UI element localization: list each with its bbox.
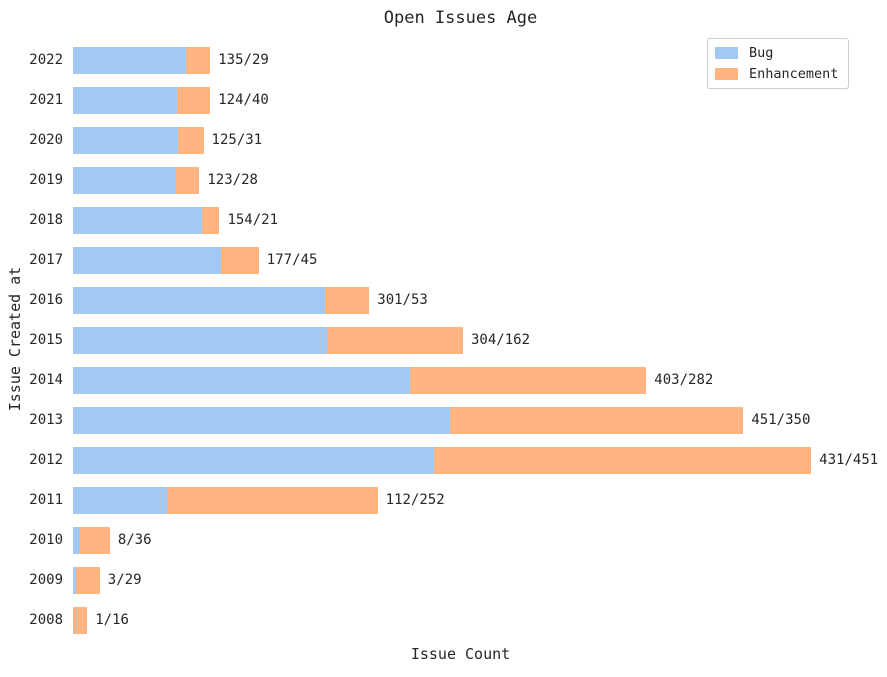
bar-value-label: 451/350 <box>751 412 811 428</box>
enhancement-bar-segment <box>450 406 744 434</box>
y-tick-label: 2022 <box>29 52 63 68</box>
bar-value-label: 154/21 <box>227 212 279 228</box>
bar-value-label: 177/45 <box>266 252 318 268</box>
bug-bar-segment <box>73 86 177 114</box>
chart-title: Open Issues Age <box>383 8 538 28</box>
bar-value-label: 403/282 <box>654 372 714 388</box>
bug-bar-segment <box>73 46 186 74</box>
y-tick-label: 2017 <box>29 252 63 268</box>
bug-bar-segment <box>73 606 74 634</box>
y-tick-label: 2012 <box>29 452 63 468</box>
y-tick-label: 2011 <box>29 492 63 508</box>
bug-bar-segment <box>73 326 328 354</box>
bar-value-label: 123/28 <box>207 172 258 188</box>
enhancement-bar-segment <box>324 286 370 314</box>
enhancement-bar-segment <box>176 86 211 114</box>
enhancement-bar-segment <box>79 526 110 554</box>
stacked-bar <box>73 126 204 154</box>
y-tick-label: 2008 <box>29 612 63 628</box>
enhancement-bar-segment <box>201 206 220 234</box>
stacked-bar <box>73 366 647 394</box>
bar-value-label: 8/36 <box>117 532 152 548</box>
x-axis-label: Issue Count <box>410 645 511 663</box>
bar-value-label: 3/29 <box>107 572 142 588</box>
bar-value-label: 304/162 <box>471 332 531 348</box>
bug-bar-segment <box>73 206 202 234</box>
legend-label-bug: Bug <box>749 45 774 61</box>
y-tick-label: 2020 <box>29 132 63 148</box>
bug-bar-segment <box>73 366 411 394</box>
stacked-bar <box>73 526 110 554</box>
y-tick-label: 2021 <box>29 92 63 108</box>
bar-value-label: 135/29 <box>218 52 269 68</box>
stacked-bar <box>73 166 200 194</box>
enhancement-bar-segment <box>166 486 378 514</box>
legend-label-enhancement: Enhancement <box>749 66 839 82</box>
bug-bar-segment <box>73 566 76 594</box>
bug-bar-segment <box>73 126 178 154</box>
bug-bar-segment <box>73 166 176 194</box>
legend-item-bug: Bug <box>715 45 838 61</box>
legend-item-enhancement: Enhancement <box>715 66 838 82</box>
stacked-bar <box>73 326 463 354</box>
bug-bar-segment <box>73 246 222 274</box>
bug-bar-segment <box>73 486 167 514</box>
bug-bar-segment <box>73 446 434 474</box>
y-tick-label: 2019 <box>29 172 63 188</box>
enhancement-bar-segment <box>177 126 204 154</box>
y-tick-label: 2018 <box>29 212 63 228</box>
stacked-bar <box>73 246 259 274</box>
bug-bar-segment <box>73 526 80 554</box>
bar-value-label: 431/451 <box>819 452 879 468</box>
y-tick-label: 2010 <box>29 532 63 548</box>
stacked-bar <box>73 46 211 74</box>
stacked-bar <box>73 486 378 514</box>
bar-value-label: 112/252 <box>385 492 445 508</box>
stacked-bar <box>73 606 88 634</box>
enhancement-bar-segment <box>73 606 88 634</box>
y-tick-label: 2014 <box>29 372 63 388</box>
bug-bar-segment <box>73 406 451 434</box>
stacked-bar <box>73 566 100 594</box>
stacked-bar <box>73 406 744 434</box>
enhancement-bar-segment <box>185 46 211 74</box>
legend: Bug Enhancement <box>707 38 850 89</box>
enhancement-swatch-icon <box>715 68 738 80</box>
bar-value-label: 125/31 <box>211 132 263 148</box>
bar-value-label: 1/16 <box>95 612 129 628</box>
stacked-bar <box>73 206 220 234</box>
bar-value-label: 124/40 <box>218 92 269 108</box>
y-tick-label: 2015 <box>29 332 63 348</box>
enhancement-bar-segment <box>221 246 259 274</box>
enhancement-bar-segment <box>410 366 647 394</box>
stacked-bar <box>73 86 211 114</box>
enhancement-bar-segment <box>327 326 463 354</box>
bug-swatch-icon <box>715 47 738 59</box>
y-tick-label: 2009 <box>29 572 63 588</box>
y-tick-label: 2016 <box>29 292 63 308</box>
bar-value-label: 301/53 <box>377 292 428 308</box>
stacked-bar <box>73 286 370 314</box>
enhancement-bar-segment <box>75 566 100 594</box>
bug-bar-segment <box>73 286 325 314</box>
stacked-bar <box>73 446 812 474</box>
enhancement-bar-segment <box>433 446 812 474</box>
y-tick-label: 2013 <box>29 412 63 428</box>
enhancement-bar-segment <box>175 166 200 194</box>
